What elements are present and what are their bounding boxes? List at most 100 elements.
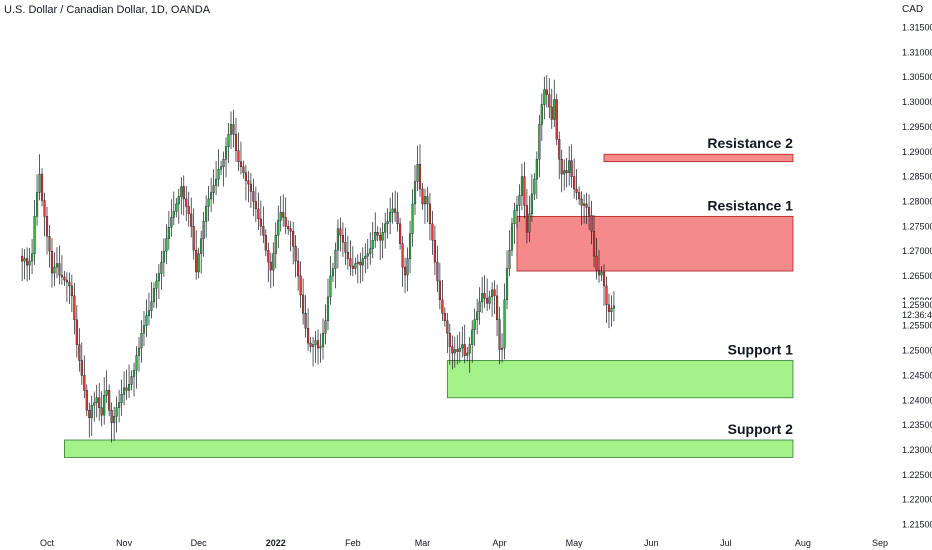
candle-body-up <box>120 394 123 403</box>
candle <box>570 144 573 188</box>
candle-body-down <box>456 349 459 352</box>
candle <box>85 384 88 417</box>
candle-body-down <box>545 89 548 95</box>
candle-body-up <box>518 195 521 206</box>
candle <box>279 195 282 232</box>
candle-body-down <box>316 340 320 349</box>
candle-body-up <box>177 196 180 205</box>
candle <box>83 355 86 399</box>
candle-body-down <box>187 206 190 215</box>
candle-body-up <box>543 89 546 105</box>
candle-body-up <box>33 216 36 254</box>
candle <box>282 194 285 227</box>
candle <box>458 331 461 363</box>
candle-body-up <box>331 268 335 277</box>
candle-body-up <box>23 258 26 262</box>
candle <box>244 164 247 201</box>
candle-body-down <box>486 298 489 304</box>
candle <box>331 262 335 282</box>
candle-body-up <box>520 176 524 196</box>
candle-body-down <box>602 271 606 287</box>
candle <box>463 324 466 364</box>
candle-body-down <box>85 390 88 411</box>
candle <box>573 158 576 199</box>
candle <box>451 335 454 370</box>
candle <box>592 214 596 268</box>
y-tick-label: 1.23500 <box>902 420 932 430</box>
candle <box>563 159 566 191</box>
candle-body-up <box>93 402 96 406</box>
candle-body-up <box>147 310 151 316</box>
candle-body-up <box>466 352 469 356</box>
candle-body-down <box>299 275 302 296</box>
candle-body-down <box>63 276 66 281</box>
y-tick-label: 1.23000 <box>902 445 932 455</box>
candle-body-up <box>411 203 414 234</box>
candle-body-down <box>40 173 44 201</box>
candle-body-down <box>247 180 250 185</box>
zone-label: Resistance 1 <box>707 197 793 213</box>
candle <box>227 123 230 164</box>
candle <box>366 238 369 270</box>
y-tick-label: 1.29500 <box>902 122 932 132</box>
candle-body-down <box>252 191 255 202</box>
candle <box>341 222 344 257</box>
x-tick-label: Jun <box>644 538 659 548</box>
candle-body-up <box>150 301 153 311</box>
candle-body-up <box>364 255 367 259</box>
y-tick-label: 1.29000 <box>902 147 932 157</box>
candle <box>518 184 521 222</box>
candle <box>481 276 484 314</box>
candle <box>421 183 424 210</box>
candle-body-down <box>403 266 407 276</box>
candle-body-down <box>438 280 441 301</box>
candle-body-up <box>568 160 571 173</box>
candle <box>224 137 228 178</box>
candle-body-down <box>421 188 424 205</box>
candle-body-down <box>262 226 265 236</box>
candle-body-up <box>508 249 511 269</box>
candle <box>553 79 556 128</box>
y-tick-label: 1.30000 <box>902 97 932 107</box>
candle <box>386 208 389 239</box>
candle-body-up <box>528 213 531 233</box>
candle <box>371 222 374 259</box>
candle-body-down <box>234 134 238 151</box>
candle-body-up <box>210 192 213 200</box>
candle-body-up <box>513 210 516 225</box>
candle <box>351 246 354 277</box>
candle <box>453 336 456 368</box>
candle-body-down <box>284 217 287 227</box>
candle-body-down <box>463 344 466 356</box>
candle <box>314 331 317 363</box>
countdown-label: 12:36:47 <box>902 310 932 320</box>
candle-body-up <box>481 293 484 303</box>
candle <box>190 197 193 238</box>
candle <box>535 151 538 199</box>
candle-body-up <box>461 344 464 349</box>
candle-body-up <box>553 99 556 120</box>
candle <box>130 370 133 391</box>
candle <box>416 146 419 192</box>
candle-body-down <box>239 161 243 167</box>
candle <box>157 264 160 300</box>
candle <box>311 336 315 367</box>
candle <box>316 329 320 365</box>
candle-body-down <box>289 228 292 232</box>
candle <box>597 250 601 283</box>
candle-body-down <box>595 255 598 271</box>
candle <box>433 225 436 276</box>
candle-body-down <box>98 397 101 408</box>
candle-body-down <box>483 293 486 299</box>
candle <box>187 191 190 227</box>
candle <box>23 249 26 280</box>
candle <box>612 291 616 322</box>
candle-body-down <box>254 201 257 210</box>
candle-body-down <box>48 236 51 252</box>
candle-body-up <box>115 407 118 417</box>
candle-body-up <box>311 344 315 347</box>
candle <box>478 287 481 325</box>
candle-body-up <box>515 205 519 211</box>
candle-body-down <box>192 226 195 251</box>
